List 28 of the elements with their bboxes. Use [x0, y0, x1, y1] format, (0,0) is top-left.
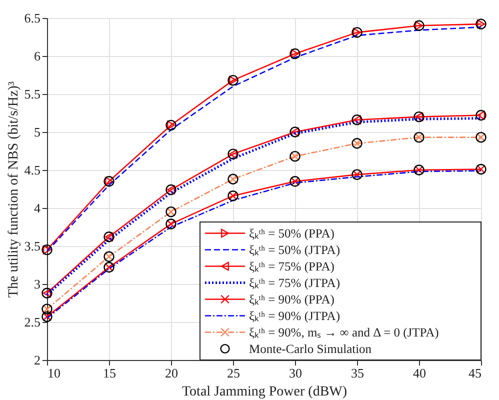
y-tick-label: 2 — [34, 352, 40, 368]
y-tick-label: 5 — [34, 124, 40, 140]
y-tick-label: 4.5 — [24, 162, 40, 178]
y-tick-label: 2.5 — [24, 314, 40, 330]
x-tick-label: 10 — [48, 366, 60, 380]
x-tick-label: 30 — [289, 366, 302, 380]
legend-label: ξₖᵗʰ = 90% (JTPA) — [249, 308, 340, 323]
x-tick-label: 40 — [413, 366, 426, 380]
y-tick-label: 4 — [34, 200, 41, 216]
legend-label: ξₖᵗʰ = 75% (JTPA) — [249, 276, 340, 290]
y-tick-label: 3.5 — [24, 238, 40, 254]
x-tick-label: 15 — [103, 366, 116, 380]
x-tick-label: 35 — [351, 366, 364, 380]
legend-label: ξₖᵗʰ = 50% (JTPA) — [249, 242, 340, 257]
y-tick-label: 6 — [34, 48, 41, 64]
legend-label: ξₖᵗʰ = 75% (PPA) — [249, 259, 334, 274]
x-tick-label: 25 — [227, 366, 240, 380]
legend-label: ξₖᵗʰ = 90% (PPA) — [249, 292, 334, 306]
y-axis-title: The utility function of NBS (bit/s/Hz)³ — [6, 81, 22, 298]
legend-label: ξₖᵗʰ = 50% (PPA) — [249, 226, 334, 240]
x-tick-label: 45 — [468, 366, 482, 380]
x-axis-title: Total Jamming Power (dBW) — [182, 384, 348, 400]
y-tick-label: 6.5 — [24, 10, 40, 26]
y-tick-label: 3 — [34, 276, 40, 292]
legend-label: ξₖᵗʰ = 90%, mₛ → ∞ and Δ = 0 (JTPA) — [249, 325, 439, 340]
legend-label: Monte-Carlo Simulation — [249, 342, 372, 356]
y-tick-label: 5.5 — [24, 86, 40, 102]
x-tick-label: 20 — [165, 366, 178, 380]
